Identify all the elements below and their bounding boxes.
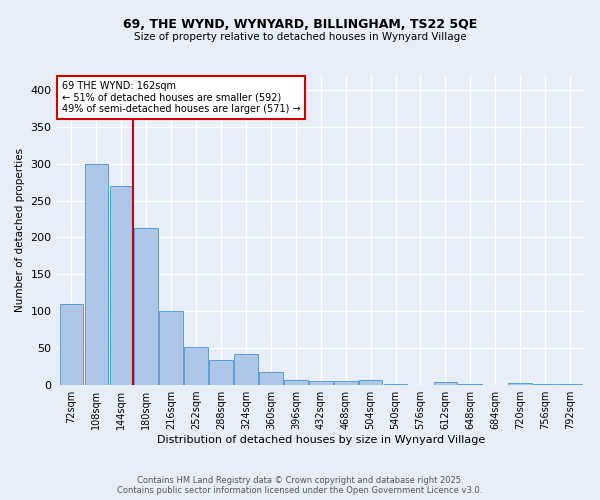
Bar [160, 312, 183, 385]
Bar [134, 228, 158, 385]
Bar [284, 380, 308, 385]
Bar [184, 346, 208, 385]
Text: Size of property relative to detached houses in Wynyard Village: Size of property relative to detached ho… [134, 32, 466, 42]
Text: 69, THE WYND, WYNYARD, BILLINGHAM, TS22 5QE: 69, THE WYND, WYNYARD, BILLINGHAM, TS22 … [123, 18, 477, 30]
Bar [458, 384, 482, 385]
Bar [334, 382, 358, 385]
Bar [85, 164, 108, 385]
Bar [309, 382, 332, 385]
Text: 69 THE WYND: 162sqm
← 51% of detached houses are smaller (592)
49% of semi-detac: 69 THE WYND: 162sqm ← 51% of detached ho… [62, 81, 301, 114]
Bar [508, 383, 532, 385]
X-axis label: Distribution of detached houses by size in Wynyard Village: Distribution of detached houses by size … [157, 435, 485, 445]
Bar [259, 372, 283, 385]
Text: Contains HM Land Registry data © Crown copyright and database right 2025.
Contai: Contains HM Land Registry data © Crown c… [118, 476, 482, 495]
Bar [434, 382, 457, 385]
Bar [59, 304, 83, 385]
Bar [234, 354, 258, 385]
Bar [558, 384, 582, 385]
Bar [533, 384, 557, 385]
Y-axis label: Number of detached properties: Number of detached properties [15, 148, 25, 312]
Bar [110, 186, 133, 385]
Bar [384, 384, 407, 385]
Bar [209, 360, 233, 385]
Bar [359, 380, 382, 385]
